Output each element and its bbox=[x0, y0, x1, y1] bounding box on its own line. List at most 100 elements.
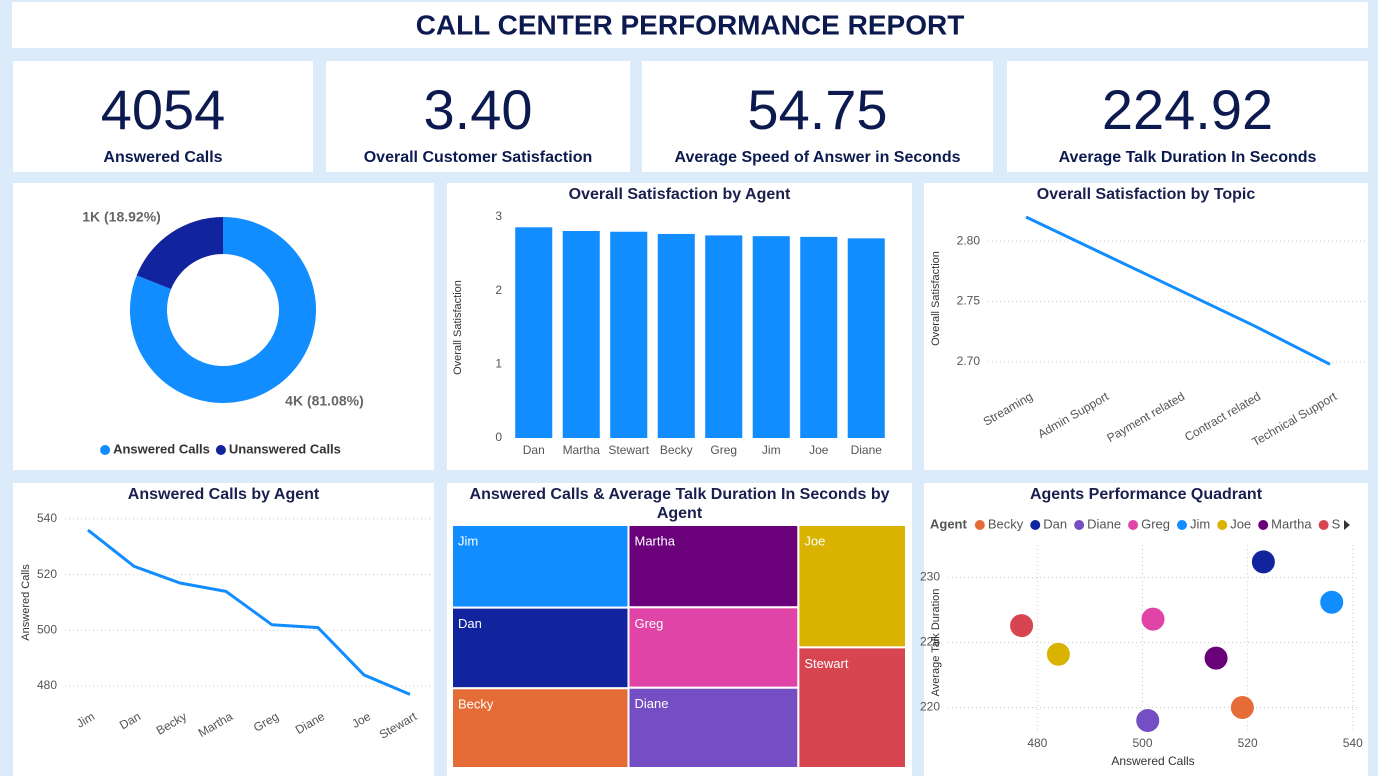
cell-label: Diane bbox=[634, 696, 668, 711]
cell-label: Dan bbox=[458, 616, 482, 631]
kpi-value: 4054 bbox=[101, 78, 226, 141]
bubble bbox=[1250, 549, 1276, 575]
legend-label: Dan bbox=[1043, 516, 1067, 531]
kpi-value: 54.75 bbox=[747, 78, 887, 141]
title-bar bbox=[12, 2, 1368, 48]
bubble bbox=[1319, 589, 1345, 615]
y-tick-label: 2.75 bbox=[957, 294, 981, 308]
y-axis-title: Answered Calls bbox=[20, 564, 32, 641]
bubble bbox=[1009, 613, 1035, 639]
y-tick-label: 3 bbox=[495, 209, 502, 223]
x-tick-label: 500 bbox=[1132, 736, 1152, 750]
cell-label: Joe bbox=[804, 533, 825, 548]
kpi-value: 3.40 bbox=[424, 78, 533, 141]
kpi-label: Average Speed of Answer in Seconds bbox=[674, 149, 960, 166]
treemap-cell bbox=[797, 646, 908, 769]
x-tick-label: Martha bbox=[563, 443, 601, 457]
kpi-label: Average Talk Duration In Seconds bbox=[1059, 149, 1317, 166]
data-label: 4K (81.08%) bbox=[285, 393, 364, 409]
kpi-card bbox=[326, 61, 630, 172]
bar bbox=[610, 231, 648, 438]
bubble bbox=[1135, 708, 1161, 733]
x-tick-label: Jim bbox=[762, 443, 781, 457]
legend-swatch bbox=[1217, 520, 1228, 530]
x-tick-label: 540 bbox=[1343, 736, 1363, 750]
y-tick-label: 230 bbox=[920, 570, 940, 584]
y-tick-label: 520 bbox=[37, 567, 57, 581]
x-tick-label: Joe bbox=[809, 443, 829, 457]
treemap-cell bbox=[627, 606, 800, 689]
y-tick-label: 2 bbox=[495, 283, 502, 297]
y-tick-label: 225 bbox=[920, 635, 940, 649]
panel-title: Overall Satisfaction by Topic bbox=[1036, 186, 1256, 203]
cell-label: Martha bbox=[634, 533, 675, 548]
legend-label: Joe bbox=[1230, 516, 1251, 531]
legend-swatch bbox=[215, 445, 226, 455]
line bbox=[1025, 215, 1331, 366]
kpi-label: Answered Calls bbox=[103, 149, 222, 166]
pie-slice bbox=[136, 217, 223, 290]
x-tick-label: Greg bbox=[710, 443, 737, 457]
bar bbox=[657, 233, 695, 438]
cell-label: Jim bbox=[458, 533, 478, 548]
legend-label: Martha bbox=[1271, 516, 1312, 531]
legend-swatch bbox=[1128, 520, 1139, 530]
legend-label: Becky bbox=[988, 516, 1024, 531]
x-axis-title: Answered Calls bbox=[1111, 754, 1194, 768]
report-title: CALL CENTER PERFORMANCE REPORT bbox=[416, 9, 965, 40]
y-tick-label: 500 bbox=[37, 623, 57, 637]
y-tick-label: 480 bbox=[37, 678, 57, 692]
y-tick-label: 2.70 bbox=[957, 354, 981, 368]
x-tick-label: 480 bbox=[1027, 736, 1047, 750]
legend-swatch bbox=[1258, 520, 1269, 530]
y-tick-label: 220 bbox=[920, 700, 940, 714]
bar bbox=[752, 236, 790, 438]
legend-swatch bbox=[1030, 520, 1041, 530]
data-label: 1K (18.92%) bbox=[82, 209, 161, 225]
treemap-cell bbox=[797, 524, 908, 649]
bar bbox=[562, 230, 600, 438]
legend-swatch bbox=[1318, 520, 1329, 530]
legend-swatch bbox=[1074, 520, 1085, 530]
x-tick-label: Becky bbox=[660, 443, 693, 457]
legend-scroll bbox=[1344, 520, 1350, 530]
legend: Agent Becky Dan Diane Greg Jim Joe Martha Stewar… bbox=[930, 516, 1376, 531]
y-axis-title: Overall Satisfaction bbox=[452, 280, 464, 375]
legend-label: Greg bbox=[1141, 516, 1170, 531]
legend-swatch bbox=[100, 445, 111, 455]
treemap-cell bbox=[451, 606, 630, 690]
panel-title: Answered Calls by Agent bbox=[127, 486, 320, 503]
line bbox=[87, 528, 411, 696]
bar bbox=[800, 236, 838, 438]
legend: Answered Calls Unanswered Calls bbox=[100, 441, 341, 456]
kpi-label: Overall Customer Satisfaction bbox=[364, 149, 593, 166]
bubble bbox=[1140, 606, 1166, 632]
y-tick-label: 1 bbox=[495, 357, 502, 371]
bar bbox=[705, 235, 743, 438]
treemap-cell bbox=[451, 524, 630, 609]
y-axis-title: Overall Satisfaction bbox=[930, 251, 942, 346]
y-tick-label: 540 bbox=[37, 511, 57, 525]
legend-label: Jim bbox=[1190, 516, 1210, 531]
x-tick-label: 520 bbox=[1238, 736, 1258, 750]
treemap-cell bbox=[627, 686, 800, 769]
bar bbox=[515, 227, 553, 438]
legend-label: Stewart bbox=[1332, 516, 1376, 531]
panel bbox=[13, 483, 434, 776]
bubble bbox=[1045, 641, 1071, 667]
legend-title: Agent bbox=[930, 516, 968, 531]
legend-label: Diane bbox=[1087, 516, 1121, 531]
legend-swatch bbox=[974, 520, 985, 530]
legend-label: Answered Calls bbox=[113, 441, 210, 456]
kpi-card bbox=[1007, 61, 1368, 172]
panel bbox=[924, 183, 1368, 470]
panel-title: Overall Satisfaction by Agent bbox=[568, 186, 791, 203]
treemap-cell bbox=[451, 687, 630, 770]
treemap-cell bbox=[627, 524, 800, 609]
panel-title: Agents Performance Quadrant bbox=[1029, 486, 1263, 503]
x-tick-label: Stewart bbox=[608, 443, 649, 457]
cell-label: Stewart bbox=[804, 656, 848, 671]
y-tick-label: 0 bbox=[495, 430, 502, 444]
